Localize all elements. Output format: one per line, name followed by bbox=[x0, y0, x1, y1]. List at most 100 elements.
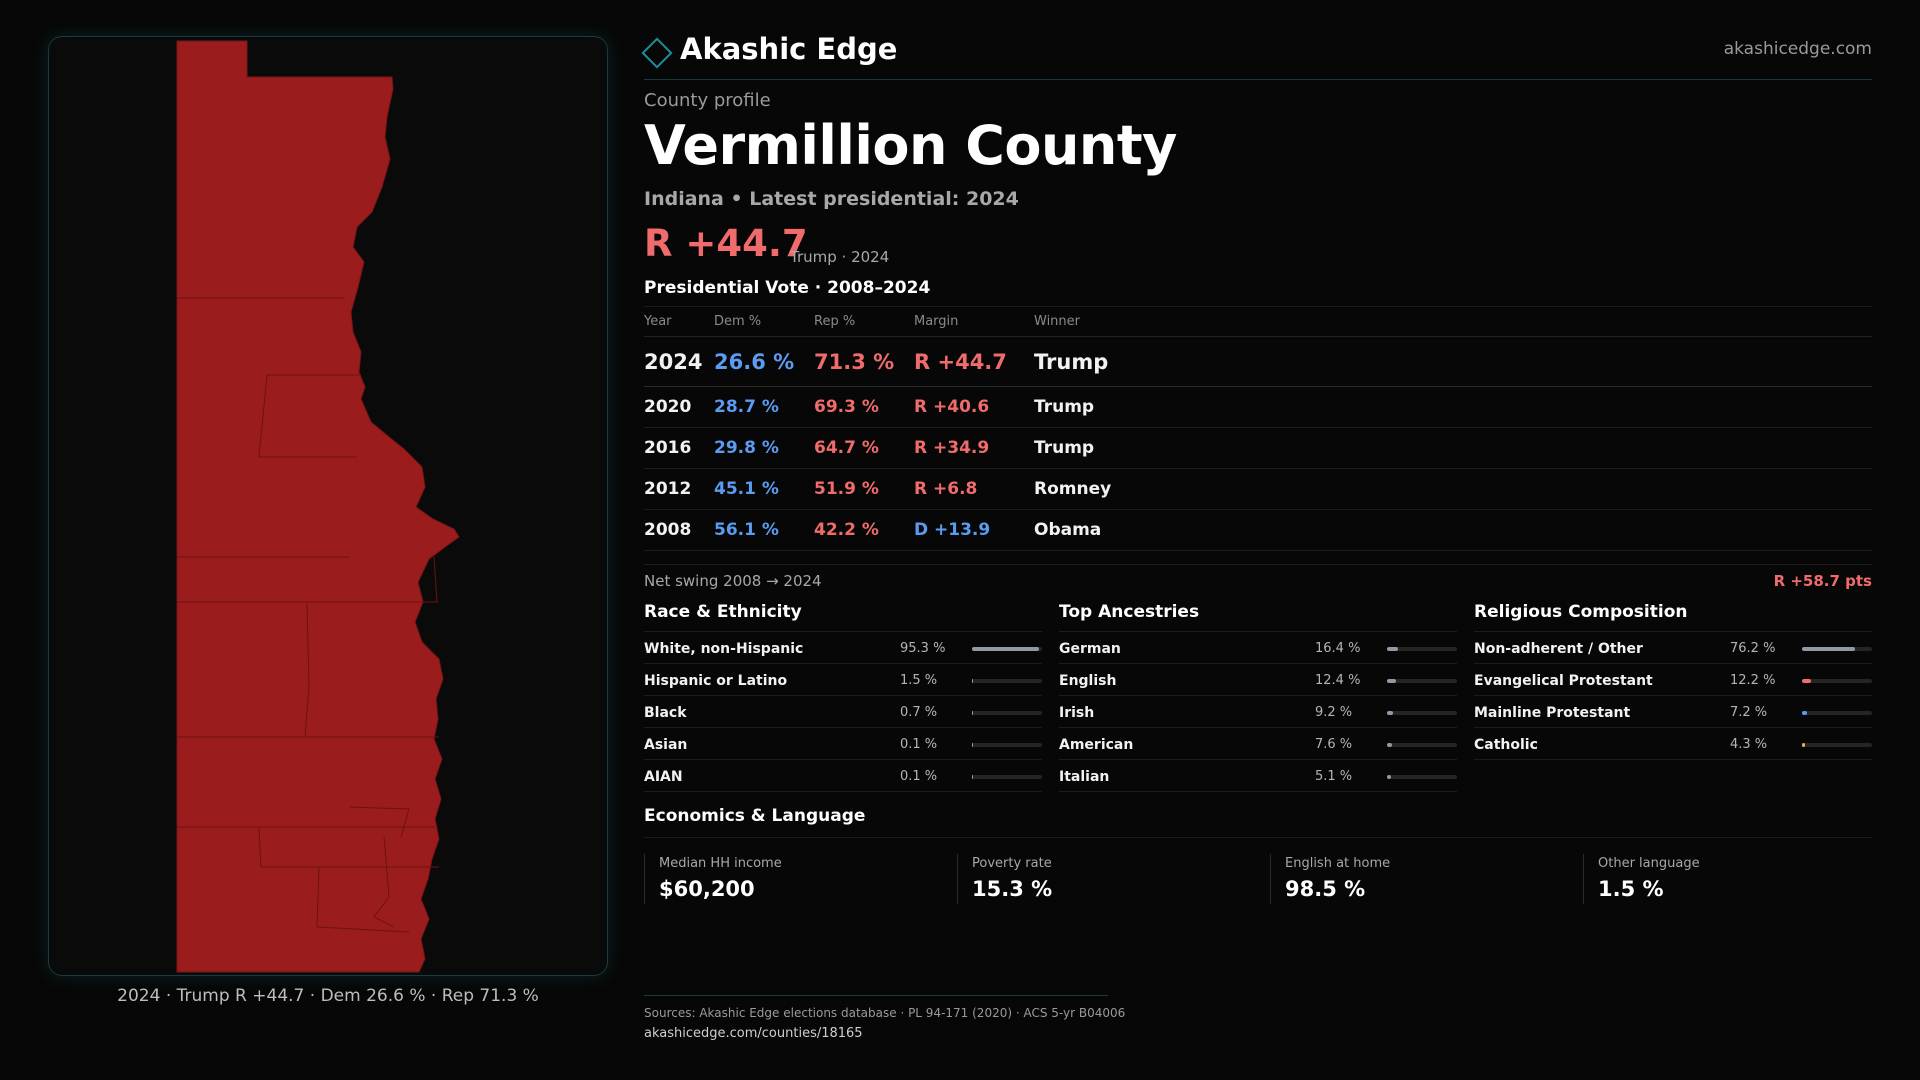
race-row: Hispanic or Latino 1.5 % bbox=[644, 664, 1042, 696]
row-margin: R +44.7 bbox=[914, 336, 1034, 387]
table-row: 2020 28.7 % 69.3 % R +40.6 Trump bbox=[644, 386, 1872, 428]
row-winner: Romney bbox=[1034, 468, 1872, 510]
ancestry-label: English bbox=[1059, 673, 1117, 689]
ancestry-bar-track bbox=[1387, 743, 1457, 747]
county-url-link[interactable]: akashicedge.com/counties/18165 bbox=[644, 1026, 863, 1041]
race-list: White, non-Hispanic 95.3 % Hispanic or Lat… bbox=[644, 632, 1042, 792]
religion-value: 12.2 % bbox=[1730, 673, 1776, 688]
row-year: 2008 bbox=[644, 509, 714, 551]
ancestry-label: Irish bbox=[1059, 705, 1095, 721]
religion-bar-track bbox=[1802, 647, 1872, 651]
race-bar-fill bbox=[972, 743, 974, 747]
county-shape[interactable] bbox=[176, 40, 460, 973]
row-year: 2012 bbox=[644, 468, 714, 510]
race-bar-track bbox=[972, 743, 1042, 747]
ancestry-bar-fill bbox=[1387, 679, 1396, 683]
religion-bar-fill bbox=[1802, 647, 1856, 651]
site-link[interactable]: akashicedge.com bbox=[1723, 39, 1872, 59]
swing-value: R +58.7 pts bbox=[1773, 572, 1872, 590]
econ-card-english: English at home 98.5 % bbox=[1270, 854, 1570, 904]
race-title: Race & Ethnicity bbox=[644, 602, 1042, 632]
ancestry-value: 16.4 % bbox=[1315, 641, 1361, 656]
swing-label: Net swing 2008 → 2024 bbox=[644, 572, 822, 590]
race-row: AIAN 0.1 % bbox=[644, 760, 1042, 792]
religion-row: Mainline Protestant 7.2 % bbox=[1474, 696, 1872, 728]
race-value: 0.1 % bbox=[900, 769, 938, 784]
table-row: 2008 56.1 % 42.2 % D +13.9 Obama bbox=[644, 509, 1872, 551]
profile-label: County profile bbox=[644, 90, 771, 111]
ancestry-value: 9.2 % bbox=[1315, 705, 1353, 720]
ancestry-bar-fill bbox=[1387, 775, 1391, 779]
map-caption: 2024 · Trump R +44.7 · Dem 26.6 % · Rep … bbox=[117, 986, 539, 1006]
economics-title: Economics & Language bbox=[644, 806, 1872, 838]
row-year: 2016 bbox=[644, 427, 714, 469]
religion-row: Evangelical Protestant 12.2 % bbox=[1474, 664, 1872, 696]
ancestry-label: American bbox=[1059, 737, 1134, 753]
econ-label: Other language bbox=[1598, 856, 1700, 871]
religion-bar-fill bbox=[1802, 711, 1808, 715]
religion-title: Religious Composition bbox=[1474, 602, 1872, 632]
ancestry-row: English 12.4 % bbox=[1059, 664, 1457, 696]
row-winner: Trump bbox=[1034, 386, 1872, 428]
race-label: Asian bbox=[644, 737, 688, 753]
footer-divider bbox=[644, 995, 1108, 996]
econ-value: 15.3 % bbox=[972, 877, 1053, 901]
row-dem: 45.1 % bbox=[714, 468, 814, 510]
econ-card-income: Median HH income $60,200 bbox=[644, 854, 944, 904]
ancestry-row: American 7.6 % bbox=[1059, 728, 1457, 760]
religion-bar-track bbox=[1802, 711, 1872, 715]
religion-value: 76.2 % bbox=[1730, 641, 1776, 656]
county-map-panel bbox=[48, 36, 608, 976]
race-label: White, non-Hispanic bbox=[644, 641, 804, 657]
religion-value: 7.2 % bbox=[1730, 705, 1768, 720]
col-rep: Rep % bbox=[814, 306, 914, 337]
col-winner: Winner bbox=[1034, 306, 1872, 337]
race-value: 1.5 % bbox=[900, 673, 938, 688]
race-bar-fill bbox=[972, 775, 974, 779]
ancestry-bar-fill bbox=[1387, 743, 1393, 747]
race-bar-track bbox=[972, 775, 1042, 779]
brand-name[interactable]: Akashic Edge bbox=[680, 32, 898, 66]
ancestry-value: 12.4 % bbox=[1315, 673, 1361, 688]
ancestry-row: German 16.4 % bbox=[1059, 632, 1457, 664]
vote-table-header: Year Dem % Rep % Margin Winner bbox=[644, 306, 1872, 337]
col-margin: Margin bbox=[914, 306, 1034, 337]
row-winner: Trump bbox=[1034, 427, 1872, 469]
row-dem: 28.7 % bbox=[714, 386, 814, 428]
ancestry-bar-fill bbox=[1387, 711, 1394, 715]
ancestry-list: German 16.4 % English 12.4 % Irish 9.2 % Ameri… bbox=[1059, 632, 1457, 792]
religion-label: Catholic bbox=[1474, 737, 1538, 753]
race-bar-fill bbox=[972, 647, 1039, 651]
row-rep: 42.2 % bbox=[814, 509, 914, 551]
religion-bar-track bbox=[1802, 743, 1872, 747]
race-value: 0.1 % bbox=[900, 737, 938, 752]
econ-label: English at home bbox=[1285, 856, 1391, 871]
econ-value: 98.5 % bbox=[1285, 877, 1366, 901]
race-label: Hispanic or Latino bbox=[644, 673, 788, 689]
latest-margin: R +44.7 bbox=[644, 222, 808, 265]
ancestry-title: Top Ancestries bbox=[1059, 602, 1457, 632]
econ-value: 1.5 % bbox=[1598, 877, 1664, 901]
religion-value: 4.3 % bbox=[1730, 737, 1768, 752]
race-row: Asian 0.1 % bbox=[644, 728, 1042, 760]
row-dem: 56.1 % bbox=[714, 509, 814, 551]
row-rep: 51.9 % bbox=[814, 468, 914, 510]
row-winner: Trump bbox=[1034, 336, 1872, 387]
top-bar: Akashic Edge akashicedge.com bbox=[641, 30, 1872, 80]
race-bar-fill bbox=[972, 679, 974, 683]
row-year: 2020 bbox=[644, 386, 714, 428]
row-margin: R +34.9 bbox=[914, 427, 1034, 469]
vote-table-title: Presidential Vote · 2008–2024 bbox=[644, 278, 931, 298]
row-winner: Obama bbox=[1034, 509, 1872, 551]
row-dem: 26.6 % bbox=[714, 336, 814, 387]
race-value: 95.3 % bbox=[900, 641, 946, 656]
econ-card-poverty: Poverty rate 15.3 % bbox=[957, 854, 1257, 904]
vote-table: Year Dem % Rep % Margin Winner 2024 26.6… bbox=[644, 306, 1872, 551]
religion-label: Non-adherent / Other bbox=[1474, 641, 1643, 657]
religion-bar-track bbox=[1802, 679, 1872, 683]
township-boundaries bbox=[177, 297, 439, 933]
row-year: 2024 bbox=[644, 336, 714, 387]
race-bar-track bbox=[972, 711, 1042, 715]
row-rep: 64.7 % bbox=[814, 427, 914, 469]
ancestry-row: Italian 5.1 % bbox=[1059, 760, 1457, 792]
